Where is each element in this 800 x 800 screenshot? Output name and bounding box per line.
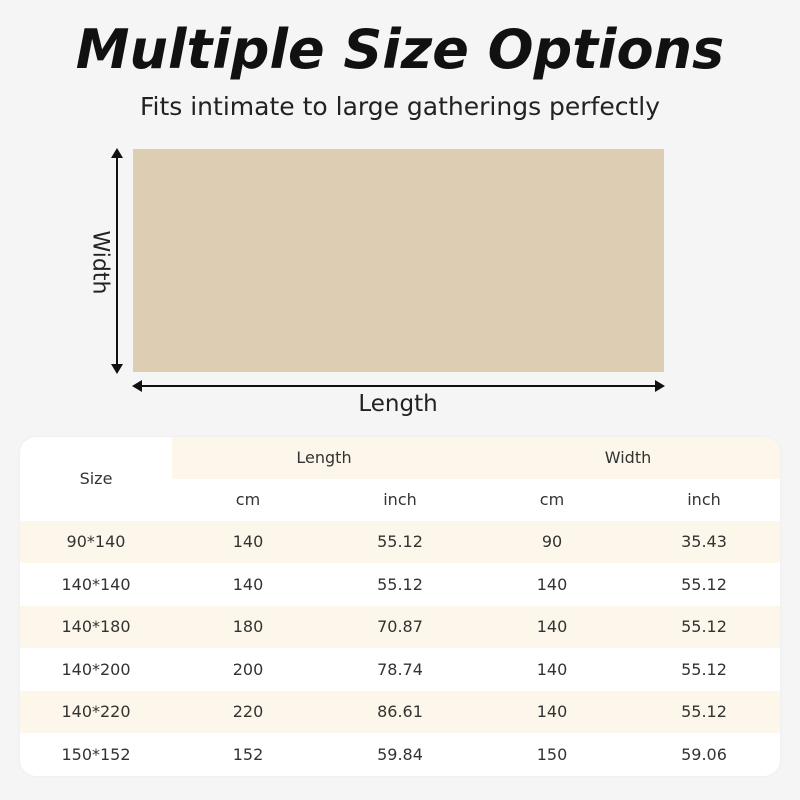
size-cell: 140*140 xyxy=(61,574,131,594)
unit-header: cm xyxy=(235,490,261,509)
width-inch-cell: 59.06 xyxy=(681,744,727,764)
length-cm-cell: 180 xyxy=(232,617,264,636)
table-row: 140*180 180 70.87 140 55.12 xyxy=(20,606,780,648)
width-cm-cell: 140 xyxy=(536,659,568,679)
arrow-up-icon xyxy=(111,148,123,158)
length-cm-cell: 200 xyxy=(232,659,264,679)
table-row: 150*152 152 59.84 150 59.06 xyxy=(20,734,780,776)
length-dimension-line xyxy=(136,385,661,387)
width-inch-cell: 55.12 xyxy=(681,702,727,721)
length-inch-cell: 55.12 xyxy=(377,532,423,551)
length-inch-cell: 55.12 xyxy=(377,574,423,594)
table-row: 140*140 140 55.12 140 55.12 xyxy=(20,564,780,606)
length-inch-cell: 78.74 xyxy=(377,659,423,679)
size-table: Size Length Width cm inch cm inch 90*140… xyxy=(20,437,780,776)
table-row: 140*220 220 86.61 140 55.12 xyxy=(20,691,780,733)
width-inch-cell: 35.43 xyxy=(681,532,727,551)
length-inch-cell: 59.84 xyxy=(377,744,423,764)
size-cell: 140*180 xyxy=(61,617,131,636)
width-inch-cell: 55.12 xyxy=(681,659,727,679)
header-band xyxy=(172,437,780,479)
length-cm-cell: 140 xyxy=(232,532,264,551)
size-cell: 150*152 xyxy=(61,744,131,764)
width-inch-cell: 55.12 xyxy=(681,617,727,636)
table-row: 140*200 200 78.74 140 55.12 xyxy=(20,649,780,691)
size-cell: 90*140 xyxy=(66,532,126,551)
width-cm-cell: 140 xyxy=(536,574,568,594)
length-cm-cell: 220 xyxy=(232,702,264,721)
page-title: Multiple Size Options xyxy=(75,18,725,81)
size-header: Size xyxy=(79,469,113,488)
unit-header: inch xyxy=(687,490,721,509)
unit-header: cm xyxy=(539,490,565,509)
width-label: Width xyxy=(87,230,113,295)
length-inch-cell: 70.87 xyxy=(377,617,423,636)
size-cell: 140*200 xyxy=(61,659,131,679)
page-subtitle: Fits intimate to large gatherings perfec… xyxy=(139,92,661,121)
size-cell: 140*220 xyxy=(61,702,131,721)
length-cm-cell: 140 xyxy=(232,574,264,594)
width-cm-cell: 140 xyxy=(536,617,568,636)
width-dimension-line xyxy=(116,152,118,370)
unit-header: inch xyxy=(383,490,417,509)
arrow-left-icon xyxy=(132,380,142,392)
width-cm-cell: 90 xyxy=(541,532,563,551)
width-inch-cell: 55.12 xyxy=(681,574,727,594)
table-row: 90*140 140 55.12 90 35.43 xyxy=(20,521,780,563)
width-cm-cell: 150 xyxy=(536,744,568,764)
length-inch-cell: 86.61 xyxy=(377,702,423,721)
length-cm-cell: 152 xyxy=(232,744,264,764)
length-header: Length xyxy=(296,448,352,467)
length-label: Length xyxy=(358,391,438,417)
tablecloth-diagram xyxy=(133,149,664,372)
arrow-right-icon xyxy=(655,380,665,392)
arrow-down-icon xyxy=(111,364,123,374)
width-cm-cell: 140 xyxy=(536,702,568,721)
width-header: Width xyxy=(604,448,652,467)
